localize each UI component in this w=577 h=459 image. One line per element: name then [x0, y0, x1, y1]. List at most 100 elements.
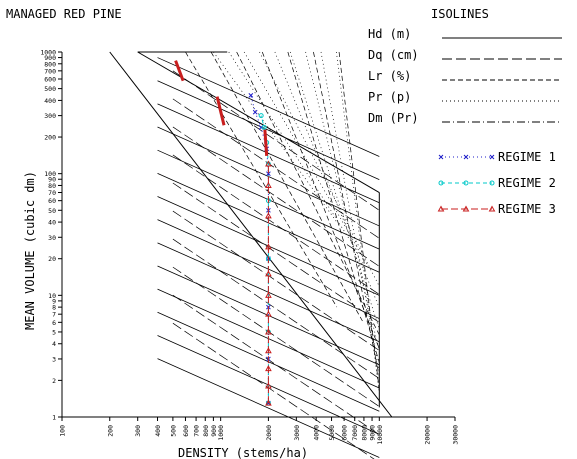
series-marker [265, 160, 272, 167]
series-marker [265, 181, 272, 188]
x-tick-label: 30000 [452, 425, 460, 445]
series-marker [463, 180, 469, 186]
y-tick-label: 10 [48, 292, 56, 300]
series-marker [462, 205, 470, 212]
y-tick-label: 40 [48, 219, 56, 227]
y-tick-label: 1000 [40, 49, 56, 57]
lr-isoline [185, 51, 338, 308]
x-tick-label: 700 [193, 425, 201, 437]
y-tick-label: 4 [52, 340, 56, 348]
isoline-legend-label: Dm (Pr) [368, 111, 419, 125]
series-marker [265, 399, 272, 406]
series-marker [265, 291, 272, 298]
pr-isoline [336, 51, 380, 394]
y-tick-label: 7 [52, 311, 56, 319]
y-tick-label: 400 [44, 97, 56, 105]
series-marker [248, 93, 254, 98]
dq-isoline [172, 70, 380, 211]
isoline-legend-label: Hd (m) [368, 27, 411, 41]
series-marker [489, 180, 495, 186]
x-tick-label: 600 [182, 425, 190, 437]
y-tick-label: 1 [52, 414, 56, 422]
y-tick-label: 8 [52, 304, 56, 312]
series-3 [174, 60, 272, 406]
y-tick-label: 70 [48, 189, 56, 197]
x-tick-label: 9000 [369, 425, 377, 441]
series-marker [265, 212, 272, 219]
x-tick-label: 300 [134, 425, 142, 437]
y-tick-label: 2 [52, 377, 56, 385]
lr-isoline [236, 51, 380, 336]
series-marker [437, 205, 445, 212]
x-tick-label: 4000 [313, 425, 321, 441]
y-axis-label: MEAN VOLUME (cubic dm) [23, 171, 37, 330]
x-tick-label: 500 [169, 425, 177, 437]
series-marker [265, 328, 272, 335]
pr-isoline [243, 51, 368, 266]
lr-isoline [287, 51, 380, 363]
y-tick-label: 5 [52, 328, 56, 336]
x-tick-label: 20000 [424, 425, 432, 445]
y-tick-label: 200 [44, 134, 56, 142]
pr-isoline [289, 51, 380, 330]
lr-isoline [313, 51, 380, 377]
dq-isoline [172, 238, 380, 379]
x-tick-label: 10000 [376, 425, 384, 445]
lr-isoline [261, 51, 380, 349]
y-tick-label: 600 [44, 75, 56, 83]
lr-isoline [210, 51, 363, 322]
series-marker [265, 310, 272, 317]
series-marker [261, 124, 267, 130]
y-tick-label: 6 [52, 319, 56, 327]
series-marker [258, 113, 264, 119]
hd-isoline [157, 80, 380, 180]
thinning-segment [263, 129, 269, 156]
y-tick-label: 3 [52, 355, 56, 363]
thinning-segment [215, 96, 226, 126]
y-tick-label: 80 [48, 182, 56, 190]
x-tick-label: 200 [106, 425, 114, 437]
legend-label: REGIME 2 [498, 176, 556, 190]
y-tick-label: 800 [44, 60, 56, 68]
x-tick-label: 6000 [341, 425, 349, 441]
y-tick-label: 500 [44, 85, 56, 93]
legend-label: REGIME 3 [498, 202, 556, 216]
y-tick-label: 9 [52, 297, 56, 305]
x-tick-label: 800 [202, 425, 210, 437]
x-tick-label: 8000 [360, 425, 368, 441]
y-tick-label: 100 [44, 170, 56, 178]
x-tick-label: 900 [210, 425, 218, 437]
hd-isoline [157, 335, 380, 435]
dq-isoline [172, 182, 380, 323]
axes: 1234567891020304050607080901002003004005… [40, 49, 459, 445]
y-tick-label: 60 [48, 197, 56, 205]
series-marker [463, 154, 469, 160]
y-tick-label: 20 [48, 255, 56, 263]
isoline-legend-label: Dq (cm) [368, 48, 419, 62]
regime-series [174, 60, 272, 406]
x-tick-label: 3000 [293, 425, 301, 441]
series-line [250, 95, 269, 404]
dq-isoline [172, 210, 380, 351]
y-tick-label: 30 [48, 234, 56, 242]
pr-isoline [305, 51, 380, 351]
series-marker [438, 180, 444, 186]
dq-isoline [172, 266, 380, 407]
hd-isoline [157, 57, 380, 157]
lr-isoline [338, 51, 380, 391]
x-tick-label: 1000 [217, 425, 225, 441]
series-marker [489, 154, 495, 160]
hd-isoline [157, 358, 380, 458]
x-tick-label: 5000 [328, 425, 336, 441]
legend-label: REGIME 1 [498, 150, 556, 164]
x-tick-label: 100 [59, 425, 67, 437]
y-tick-label: 900 [44, 54, 56, 62]
y-tick-label: 700 [44, 67, 56, 75]
series-marker [438, 154, 444, 160]
pr-isoline [228, 51, 353, 244]
x-axis-label: DENSITY (stems/ha) [178, 446, 308, 459]
series-marker [252, 109, 258, 115]
isolines-legend: ISOLINES Hd (m) Dq (cm) Lr (%) Pr (p) Dm (Pr… [368, 7, 562, 125]
y-tick-label: 300 [44, 112, 56, 120]
